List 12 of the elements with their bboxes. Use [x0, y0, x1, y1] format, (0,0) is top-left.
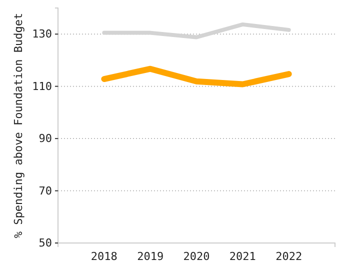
x-tick-label: 2018 [90, 250, 118, 263]
x-tick-label: 2020 [183, 250, 210, 263]
y-tick-label: 110 [32, 80, 52, 93]
x-tick-label: 2022 [276, 250, 302, 263]
y-tick-label: 70 [38, 184, 52, 198]
y-tick-label: 130 [32, 28, 52, 41]
x-tick-label: 2019 [137, 250, 164, 263]
line-series [102, 22, 291, 40]
y-tick-label: 50 [38, 236, 52, 250]
x-tick-label: 2021 [229, 250, 256, 263]
y-axis-title: % Spending above Foundation Budget [12, 12, 25, 238]
y-tick-label: 90 [38, 132, 52, 146]
